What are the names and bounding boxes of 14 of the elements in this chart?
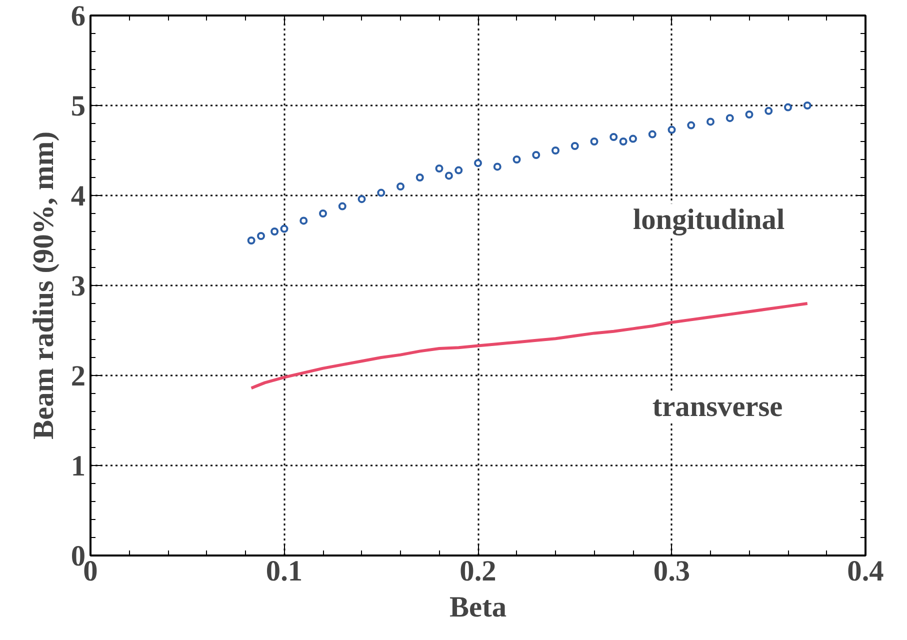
y-axis-title: Beam radius (90%, mm) [28, 132, 60, 440]
y-tick-label: 3 [70, 270, 86, 302]
text: longitudinal [633, 204, 785, 236]
y-tick-label: 5 [70, 90, 86, 122]
y-tick-label: 4 [70, 180, 86, 212]
x-tick-label: 0.4 [847, 556, 884, 588]
x-axis-title: Beta [449, 592, 507, 624]
y-tick-label: 6 [70, 0, 86, 32]
y-tick-label: 2 [70, 360, 86, 392]
x-tick-label: 0.2 [460, 556, 496, 588]
x-tick-label: 0.1 [266, 556, 303, 588]
text: transverse [652, 391, 783, 423]
y-tick-label: 1 [70, 450, 86, 482]
x-tick-label: 0.3 [653, 556, 690, 588]
